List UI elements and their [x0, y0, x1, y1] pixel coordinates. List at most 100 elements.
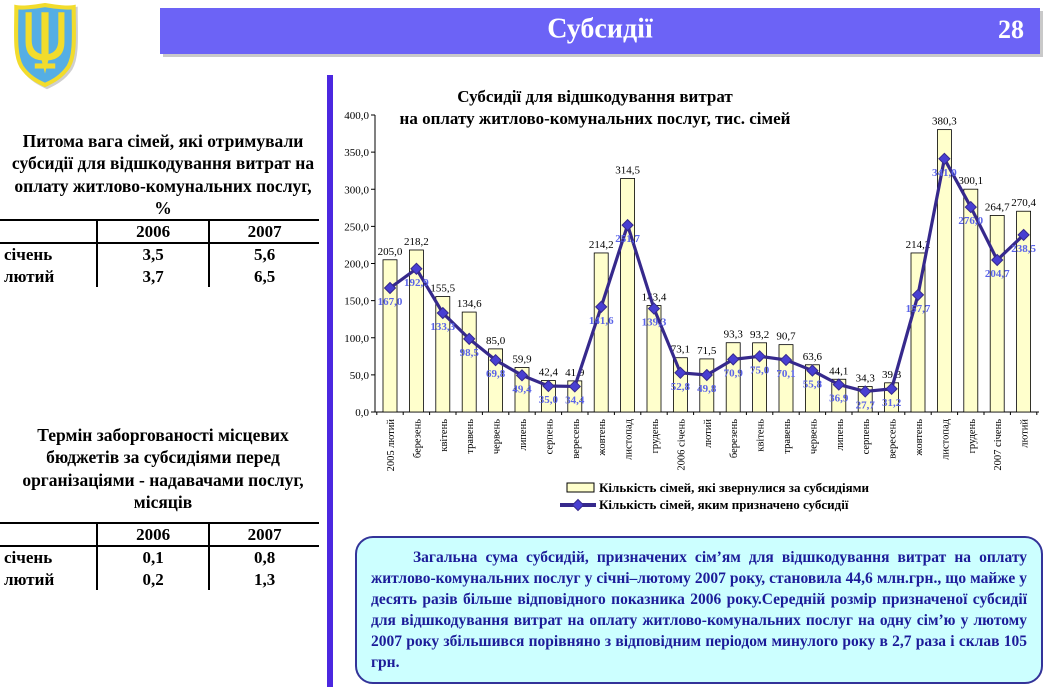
svg-text:листопад: листопад: [624, 418, 635, 459]
column-header: [0, 521, 97, 548]
svg-text:141,6: 141,6: [589, 315, 614, 327]
svg-text:264,7: 264,7: [985, 201, 1010, 213]
svg-text:50,0: 50,0: [350, 370, 370, 382]
svg-text:травень: травень: [782, 419, 793, 454]
svg-text:квітень: квітень: [756, 419, 767, 452]
bar: [752, 342, 768, 413]
value-cell: 6,5: [208, 265, 319, 287]
line-marker: [858, 385, 872, 398]
svg-text:52,8: 52,8: [671, 381, 691, 393]
line-marker: [726, 353, 740, 366]
line-marker: [621, 218, 634, 232]
svg-text:63,6: 63,6: [803, 351, 823, 363]
value-cell: 0,2: [95, 568, 210, 590]
summary-note-box: Загальна сума субсидій, призначених сім’…: [355, 536, 1043, 684]
value-cell: 0,1: [95, 546, 210, 569]
left-block1-title: Питома вага сімей, які отримували субсид…: [11, 131, 315, 219]
left-block2-title: Термін заборгованості місцевих бюджетів …: [22, 425, 304, 513]
svg-text:93,2: 93,2: [750, 329, 769, 341]
line-marker: [542, 379, 555, 393]
line-marker: [568, 380, 582, 393]
column-header: [0, 218, 97, 245]
column-header: 2007: [208, 521, 319, 548]
value-cell: 5,6: [208, 243, 319, 266]
svg-text:134,6: 134,6: [457, 298, 482, 310]
svg-text:березень: березень: [729, 419, 740, 458]
svg-text:на оплату житлово-комунальних: на оплату житлово-комунальних послуг, ти…: [400, 109, 791, 128]
row-label: лютий: [4, 569, 55, 589]
bar: [963, 188, 979, 413]
svg-text:36,9: 36,9: [829, 393, 849, 405]
svg-text:167,0: 167,0: [378, 296, 403, 308]
svg-text:69,8: 69,8: [486, 368, 506, 380]
line-marker: [383, 281, 397, 295]
row-label: січень: [4, 245, 53, 265]
bar: [488, 348, 504, 413]
svg-text:314,5: 314,5: [615, 164, 640, 176]
subsidies-chart: Субсидії для відшкодування витрат на опла…: [339, 75, 1049, 535]
line-marker: [462, 332, 476, 346]
svg-text:85,0: 85,0: [486, 335, 506, 347]
line-marker: [779, 353, 793, 367]
svg-text:34,4: 34,4: [565, 394, 585, 406]
line-marker: [938, 152, 951, 166]
svg-text:35,0: 35,0: [539, 394, 559, 406]
line-marker: [436, 306, 450, 320]
svg-text:70,1: 70,1: [776, 368, 795, 380]
debt-term-table: 2006 2007 січень 0,1 0,8 лютий 0,2 1,3: [0, 521, 319, 590]
line-marker: [806, 364, 819, 377]
value-cell: 3,7: [95, 265, 210, 287]
summary-note-text: Загальна сума субсидій, призначених сім’…: [371, 549, 1027, 672]
svg-text:44,1: 44,1: [829, 365, 848, 377]
share-of-families-table: 2006 2007 січень 3,5 5,6 лютий 3,7 6,5: [0, 218, 319, 287]
bar: [514, 367, 530, 413]
svg-text:100,0: 100,0: [344, 333, 369, 345]
svg-text:55,8: 55,8: [803, 379, 823, 391]
svg-text:214,2: 214,2: [906, 239, 931, 251]
line-marker: [594, 300, 608, 314]
svg-text:139,3: 139,3: [642, 317, 667, 329]
chart-canvas: Субсидії для відшкодування витрат на опла…: [344, 87, 1039, 512]
svg-text:березень: березень: [412, 419, 423, 458]
svg-text:жовтень: жовтень: [914, 419, 925, 457]
svg-text:травень: травень: [465, 419, 476, 454]
line-marker: [753, 350, 766, 363]
trident-icon: [25, 12, 65, 74]
column-header: 2007: [208, 218, 319, 245]
svg-text:270,4: 270,4: [1011, 197, 1036, 209]
svg-text:143,4: 143,4: [642, 292, 667, 304]
bar: [620, 178, 636, 413]
svg-text:липень: липень: [835, 419, 846, 451]
svg-text:2007 січень: 2007 січень: [993, 419, 1004, 471]
svg-text:73,1: 73,1: [671, 344, 690, 356]
svg-text:серпень: серпень: [544, 419, 555, 455]
svg-text:27,7: 27,7: [856, 399, 876, 411]
line-marker: [964, 200, 978, 214]
svg-text:75,0: 75,0: [750, 364, 770, 376]
x-axis-labels: 2005 лютий березень квітень травень червень л…: [386, 418, 1031, 471]
value-cell: 3,5: [95, 243, 210, 266]
svg-text:грудень: грудень: [650, 419, 661, 454]
bar: [1016, 210, 1031, 413]
svg-text:380,3: 380,3: [932, 116, 957, 128]
line-marker: [885, 382, 898, 396]
svg-text:42,4: 42,4: [539, 367, 559, 379]
svg-text:205,0: 205,0: [378, 246, 403, 258]
legend-marker-swatch: [571, 498, 585, 512]
legend-bar-swatch: [566, 482, 595, 493]
bar: [593, 252, 609, 413]
svg-text:93,3: 93,3: [724, 329, 744, 341]
svg-text:276,0: 276,0: [958, 215, 983, 227]
svg-text:341,0: 341,0: [932, 167, 957, 179]
svg-text:листопад: листопад: [940, 418, 951, 459]
svg-text:157,7: 157,7: [906, 303, 931, 315]
bar: [937, 129, 952, 413]
svg-text:липень: липень: [518, 419, 529, 451]
page-number: 28: [998, 14, 1024, 44]
vertical-divider: [327, 75, 333, 687]
svg-text:204,7: 204,7: [985, 268, 1010, 280]
table-row: січень 3,5 5,6: [0, 243, 319, 266]
svg-text:34,3: 34,3: [856, 373, 876, 385]
